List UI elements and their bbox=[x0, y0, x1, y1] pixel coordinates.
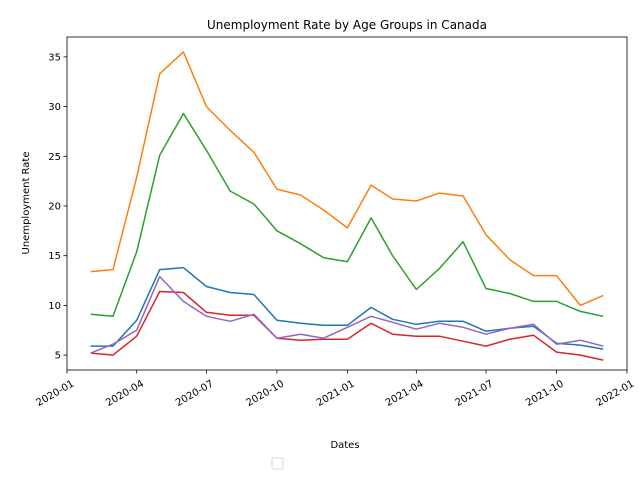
y-tick-label: 10 bbox=[48, 301, 61, 312]
y-tick-label: 5 bbox=[55, 351, 61, 362]
y-tick-label: 20 bbox=[48, 201, 61, 212]
series-lines bbox=[90, 51, 604, 361]
series-line-3 bbox=[90, 112, 604, 318]
y-tick-label: 35 bbox=[48, 52, 61, 63]
legend-box bbox=[271, 457, 284, 470]
y-tick-label: 25 bbox=[48, 152, 61, 163]
x-axis-label: Dates bbox=[330, 440, 359, 451]
y-axis: 5 10 15 20 25 30 35 bbox=[48, 52, 67, 362]
y-tick-label: 30 bbox=[48, 102, 61, 113]
chart-title: Unemployment Rate by Age Groups in Canad… bbox=[207, 18, 487, 32]
series-line-2 bbox=[90, 51, 604, 307]
series-line-5 bbox=[90, 275, 604, 354]
y-tick-label: 15 bbox=[48, 251, 61, 262]
y-axis-label: Unemployment Rate bbox=[21, 152, 32, 255]
